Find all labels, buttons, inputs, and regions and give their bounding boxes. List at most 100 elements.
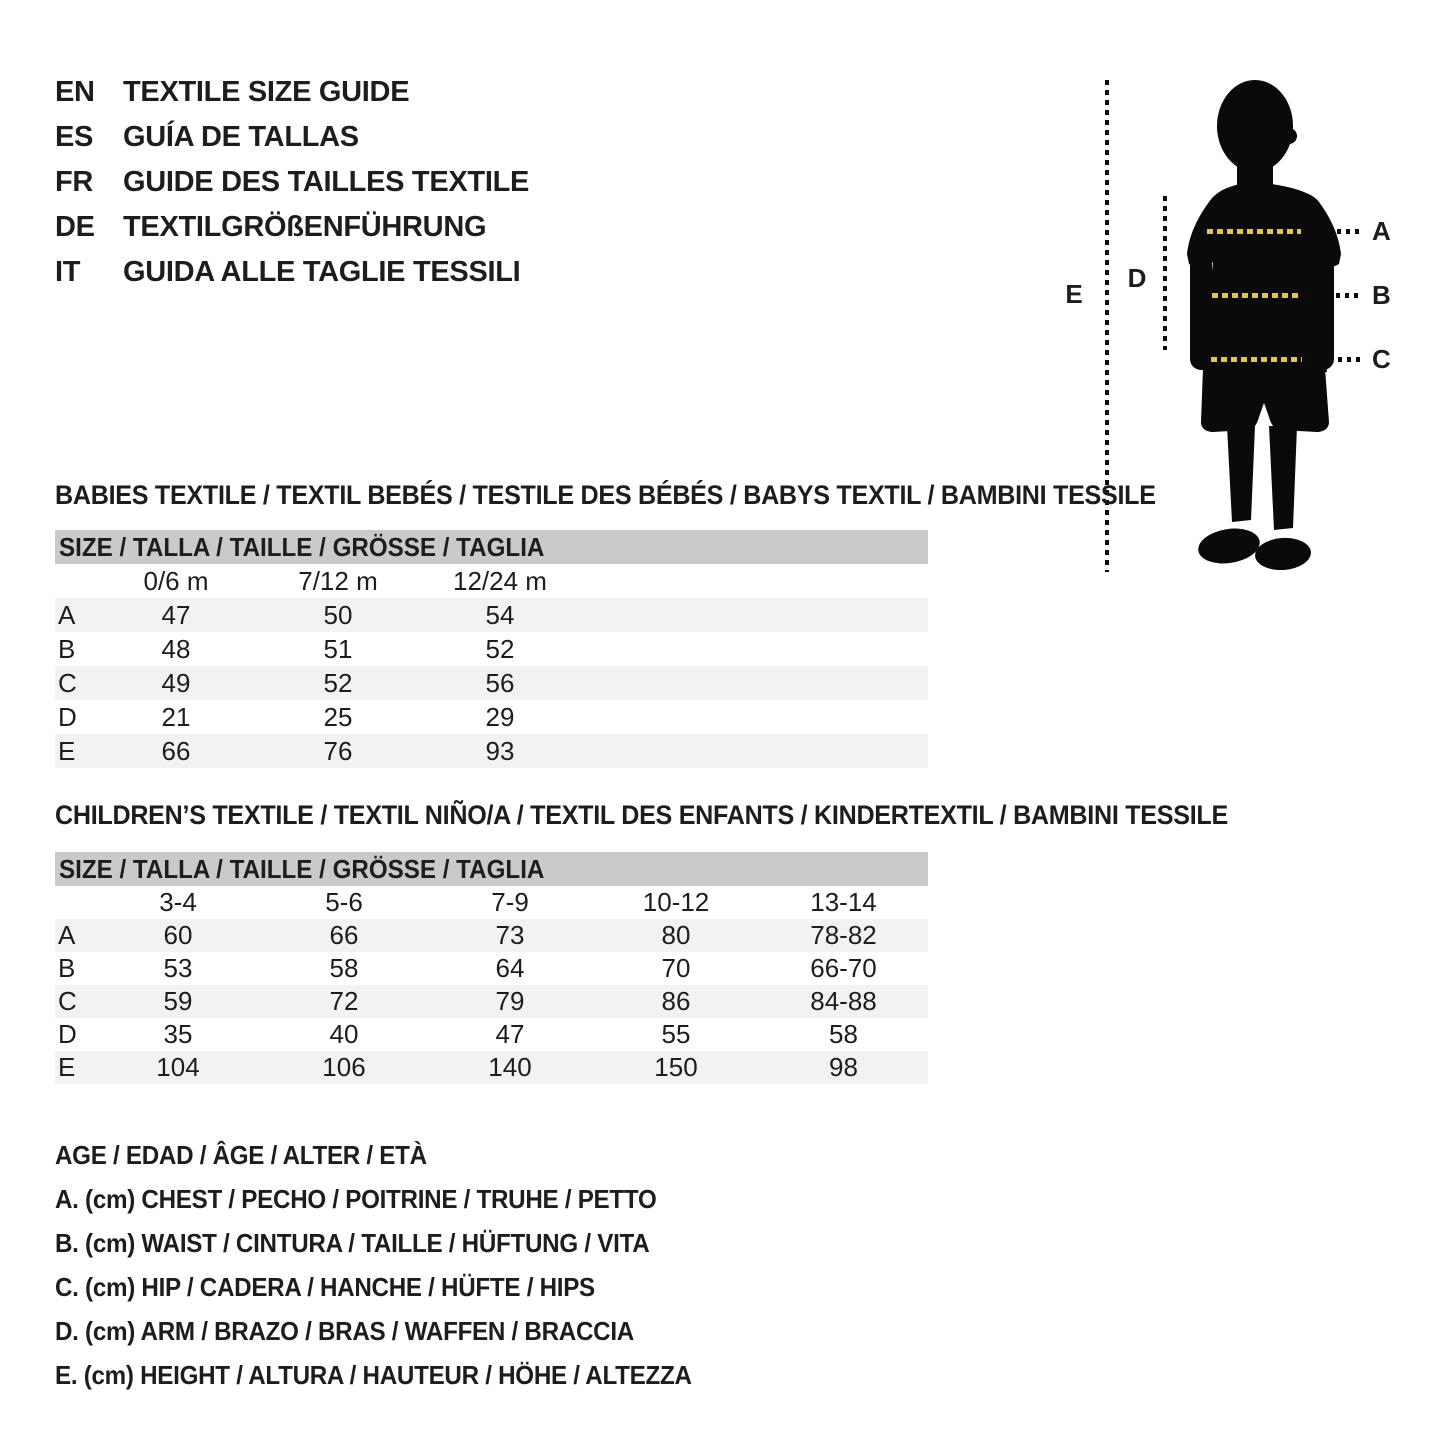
- children-column-header-row: 3-4 5-6 7-9 10-12 13-14: [55, 886, 928, 919]
- cell-value: 80: [661, 920, 691, 950]
- size-bar-text: SIZE / TALLA / TAILLE / GRÖSSE / TAGLIA: [59, 532, 545, 562]
- size-bar-text: SIZE / TALLA / TAILLE / GRÖSSE / TAGLIA: [59, 854, 545, 884]
- measure-label-a: A: [1372, 216, 1391, 246]
- children-section-heading: CHILDREN’S TEXTILE / TEXTIL NIÑO/A / TEX…: [55, 801, 1316, 829]
- cell-value: 66-70: [810, 953, 877, 983]
- legend-waist-line: B. (cm) WAIST / CINTURA / TAILLE / HÜFTU…: [55, 1228, 650, 1258]
- babies-size-bar: SIZE / TALLA / TAILLE / GRÖSSE / TAGLIA: [55, 530, 928, 564]
- cell-value: 48: [161, 634, 191, 664]
- cell-value: 60: [163, 920, 193, 950]
- child-silhouette-illustration: [1187, 80, 1341, 570]
- row-label: A: [58, 920, 76, 950]
- babies-column-header-row: 0/6 m 7/12 m 12/24 m: [55, 564, 928, 598]
- cell-value: 58: [829, 1019, 858, 1049]
- cell-value: 79: [495, 986, 525, 1016]
- hip-measure-dashes: [1211, 357, 1302, 362]
- table-row: C 59 72 79 86 84-88: [55, 985, 928, 1018]
- lang-title: GUÍA DE TALLAS: [123, 121, 359, 153]
- lang-title: TEXTILE SIZE GUIDE: [123, 76, 410, 108]
- table-row: D 35 40 47 55 58: [55, 1018, 928, 1051]
- chest-measure-dots: [1301, 229, 1363, 234]
- measure-label-c: C: [1372, 344, 1391, 374]
- lang-title: GUIDE DES TAILLES TEXTILE: [123, 166, 530, 198]
- lang-code: FR: [55, 166, 94, 198]
- table-row: C 49 52 56: [55, 666, 928, 700]
- row-label: B: [58, 634, 76, 664]
- arm-measure-dotted-line: [1163, 196, 1167, 350]
- column-header: 3-4: [159, 887, 197, 917]
- lang-code: ES: [55, 121, 94, 153]
- cell-value: 140: [488, 1052, 532, 1082]
- lang-row-it: IT GUIDA ALLE TAGLIE TESSILI: [55, 250, 529, 295]
- cell-value: 58: [329, 953, 359, 983]
- cell-value: 40: [329, 1019, 359, 1049]
- column-header: 12/24 m: [453, 566, 547, 596]
- cell-value: 47: [495, 1019, 525, 1049]
- babies-heading-text: BABIES TEXTILE / TEXTIL BEBÉS / TESTILE …: [55, 480, 1156, 510]
- cell-value: 64: [495, 953, 525, 983]
- waist-measure-dashes: [1212, 293, 1300, 298]
- cell-value: 66: [161, 736, 191, 766]
- lang-code: EN: [55, 76, 95, 108]
- lang-row-de: DE TEXTILGRÖßENFÜHRUNG: [55, 205, 529, 250]
- column-header: 13-14: [810, 887, 877, 917]
- children-size-table: SIZE / TALLA / TAILLE / GRÖSSE / TAGLIA …: [55, 852, 928, 1084]
- cell-value: 76: [323, 736, 353, 766]
- hip-measure-dots: [1302, 357, 1363, 362]
- row-label: E: [58, 1052, 76, 1082]
- row-label: D: [58, 702, 77, 732]
- waist-measure-dots: [1300, 293, 1363, 298]
- row-label: C: [58, 986, 77, 1016]
- lang-row-fr: FR GUIDE DES TAILLES TEXTILE: [55, 160, 529, 205]
- cell-value: 72: [329, 986, 359, 1016]
- cell-value: 93: [485, 736, 515, 766]
- lang-row-en: EN TEXTILE SIZE GUIDE: [55, 70, 529, 115]
- legend-chest-line: A. (cm) CHEST / PECHO / POITRINE / TRUHE…: [55, 1184, 657, 1214]
- legend-arm-line: D. (cm) ARM / BRAZO / BRAS / WAFFEN / BR…: [55, 1316, 634, 1346]
- cell-value: 106: [322, 1052, 366, 1082]
- cell-value: 50: [323, 600, 353, 630]
- row-label: B: [58, 953, 76, 983]
- children-heading-text: CHILDREN’S TEXTILE / TEXTIL NIÑO/A / TEX…: [55, 800, 1228, 830]
- legend-age-line: AGE / EDAD / ÂGE / ALTER / ETÀ: [55, 1140, 427, 1170]
- row-label: A: [58, 600, 76, 630]
- table-row: E 104 106 140 150 98: [55, 1051, 928, 1084]
- lang-code: IT: [55, 256, 81, 288]
- column-header: 7-9: [491, 887, 529, 917]
- table-row: A 60 66 73 80 78-82: [55, 919, 928, 952]
- cell-value: 86: [661, 986, 691, 1016]
- table-row: D 21 25 29: [55, 700, 928, 734]
- cell-value: 66: [329, 920, 359, 950]
- chest-measure-dashes: [1207, 229, 1301, 234]
- cell-value: 47: [161, 600, 191, 630]
- cell-value: 21: [161, 702, 191, 732]
- cell-value: 51: [323, 634, 353, 664]
- table-row: E 66 76 93: [55, 734, 928, 768]
- column-header: 10-12: [642, 887, 710, 917]
- cell-value: 54: [485, 600, 515, 630]
- table-row: B 53 58 64 70 66-70: [55, 952, 928, 985]
- language-title-list: EN TEXTILE SIZE GUIDE ES GUÍA DE TALLAS …: [55, 70, 529, 295]
- table-row: B 48 51 52: [55, 632, 928, 666]
- measure-label-d: D: [1127, 263, 1147, 293]
- lang-code: DE: [55, 211, 95, 243]
- cell-value: 25: [323, 702, 353, 732]
- height-measure-dotted-line: [1105, 80, 1109, 572]
- column-header: 7/12 m: [298, 566, 378, 596]
- cell-value: 78-82: [810, 920, 877, 950]
- cell-value: 59: [163, 986, 193, 1016]
- legend-height-line: E. (cm) HEIGHT / ALTURA / HAUTEUR / HÖHE…: [55, 1360, 692, 1390]
- cell-value: 98: [829, 1052, 858, 1082]
- cell-value: 84-88: [810, 986, 877, 1016]
- measurement-legend: AGE / EDAD / ÂGE / ALTER / ETÀ A. (cm) C…: [55, 1133, 740, 1397]
- cell-value: 49: [161, 668, 191, 698]
- lang-title: GUIDA ALLE TAGLIE TESSILI: [123, 256, 521, 288]
- measure-label-b: B: [1372, 280, 1391, 310]
- row-label: D: [58, 1019, 77, 1049]
- cell-value: 56: [485, 668, 515, 698]
- row-label: E: [58, 736, 76, 766]
- table-row: A 47 50 54: [55, 598, 928, 632]
- cell-value: 35: [163, 1019, 193, 1049]
- cell-value: 70: [661, 953, 691, 983]
